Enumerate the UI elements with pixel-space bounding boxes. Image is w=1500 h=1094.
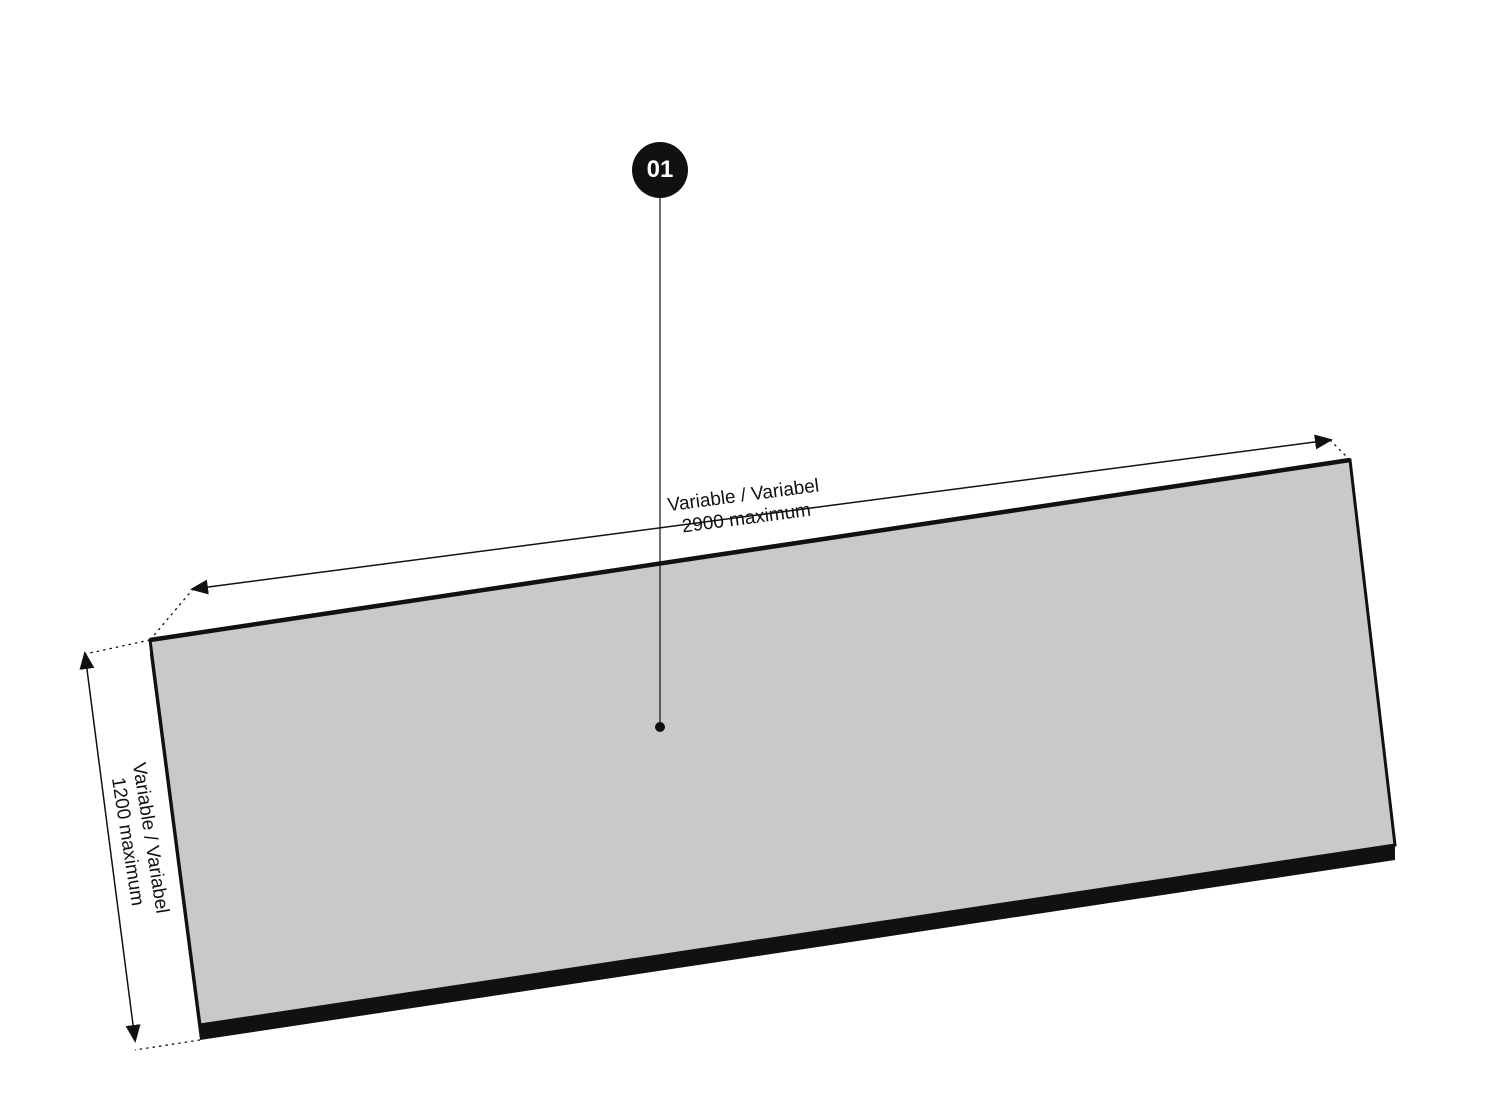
callout-badge: 01: [632, 142, 688, 198]
callout-target-dot: [655, 722, 665, 732]
diagram-canvas: [0, 0, 1500, 1094]
dim-width-ext-a: [85, 640, 150, 654]
dim-width-ext-b: [135, 1040, 200, 1050]
callout-badge-label: 01: [647, 156, 674, 184]
dim-length-ext-b: [1330, 440, 1350, 460]
